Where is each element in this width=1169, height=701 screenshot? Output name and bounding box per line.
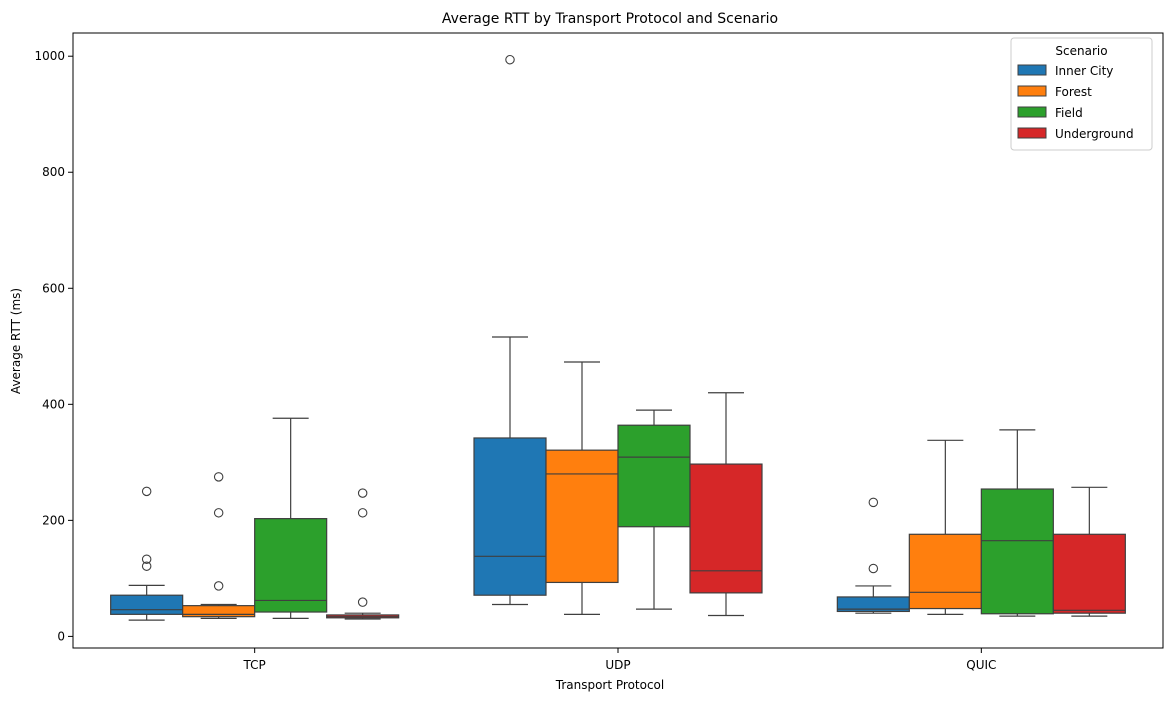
legend-label: Field <box>1055 106 1083 120</box>
outlier-point <box>357 488 368 498</box>
box-group <box>326 488 400 620</box>
box-group <box>836 497 910 614</box>
box-iqr <box>110 594 184 615</box>
box-group <box>908 439 982 615</box>
box-group <box>182 472 256 620</box>
chart-title: Average RTT by Transport Protocol and Sc… <box>442 11 778 27</box>
outlier-point <box>868 563 879 574</box>
x-tick-label: QUIC <box>966 658 996 672</box>
box-group <box>617 409 691 610</box>
x-axis-label: Transport Protocol <box>555 678 664 692</box>
box-group <box>545 361 619 615</box>
legend-title: Scenario <box>1055 44 1107 58</box>
x-tick-label: TCP <box>243 658 266 672</box>
outlier-point <box>868 497 879 508</box>
legend-swatch <box>1017 127 1047 139</box>
legend-label: Forest <box>1055 85 1092 99</box>
box-iqr <box>908 533 982 610</box>
legend-label: Underground <box>1055 127 1134 141</box>
y-tick-label: 0 <box>57 629 65 643</box>
y-tick-label: 200 <box>42 513 65 527</box>
outlier-point <box>141 554 152 564</box>
y-tick-label: 600 <box>42 281 65 295</box>
box-iqr <box>254 518 328 613</box>
y-tick-label: 800 <box>42 165 65 179</box>
outlier-point <box>141 486 152 497</box>
box-iqr <box>182 605 256 618</box>
legend-swatch <box>1017 85 1047 97</box>
box-iqr <box>473 437 547 596</box>
outlier-point <box>141 561 152 571</box>
outlier-point <box>357 597 368 607</box>
legend: Scenario Inner City Forest Field Underground <box>1010 37 1153 151</box>
y-tick-label: 1000 <box>34 49 65 63</box>
box-group <box>980 429 1054 617</box>
legend-swatch <box>1017 64 1047 76</box>
box-group <box>254 417 328 620</box>
x-tick-label: UDP <box>605 658 630 672</box>
outlier-point <box>213 508 224 518</box>
outlier-point <box>505 54 515 65</box>
box-group <box>473 54 547 606</box>
box-iqr <box>980 488 1054 615</box>
y-tick-label: 400 <box>42 397 65 411</box>
y-axis-label: Average RTT (ms) <box>9 288 23 394</box>
box-group <box>689 392 763 617</box>
outlier-point <box>213 472 224 482</box>
box-iqr <box>689 463 763 594</box>
outlier-point <box>357 508 368 518</box>
box-group <box>110 486 184 621</box>
box-iqr <box>617 424 691 528</box>
box-iqr <box>1052 533 1126 614</box>
box-iqr <box>545 449 619 584</box>
legend-swatch <box>1017 106 1047 118</box>
legend-label: Inner City <box>1055 64 1113 78</box>
outlier-point <box>213 581 224 591</box>
box-group <box>1052 486 1126 617</box>
